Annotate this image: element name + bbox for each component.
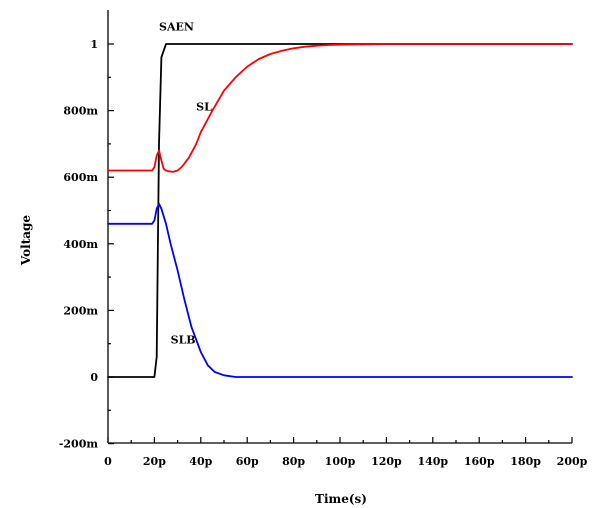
y-axis-title: Voltage [19,215,33,266]
series-saen-line [107,43,573,378]
x-tick-label: 0 [104,455,112,468]
series-slb-line [107,202,573,378]
x-tick-label: 140p [417,455,448,468]
series-sl-label: SL [196,101,212,114]
y-tick-label: 400m [63,238,98,251]
x-tick-label: 180p [510,455,541,468]
x-tick-label: 60p [236,455,259,468]
x-tick-label: 120p [371,455,402,468]
x-tick-label: 80p [282,455,305,468]
y-tick-label: 1 [90,38,98,51]
series-sl-line [107,43,573,173]
y-tick-label: 800m [63,105,98,118]
y-tick-label: 600m [63,171,98,184]
y-tick-label: 200m [63,304,98,317]
series-slb-label: SLB [171,334,196,347]
y-tick-label: -200m [59,438,99,451]
chart-series-labels: SAEN SL SLB [159,21,212,347]
y-tick-label: 0 [90,371,98,384]
x-tick-label: 100p [325,455,356,468]
x-tick-label: 200p [557,455,588,468]
x-tick-label: 160p [464,455,495,468]
x-tick-label: 20p [143,455,166,468]
series-saen-label: SAEN [159,21,194,34]
chart-axes: -200m 0 200m 400m 600m 800m 1 0 20p 40p 60p 80p 100p… [59,10,588,468]
x-tick-label: 40p [189,455,212,468]
chart-series [107,43,573,378]
x-axis-title: Time(s) [315,492,367,506]
